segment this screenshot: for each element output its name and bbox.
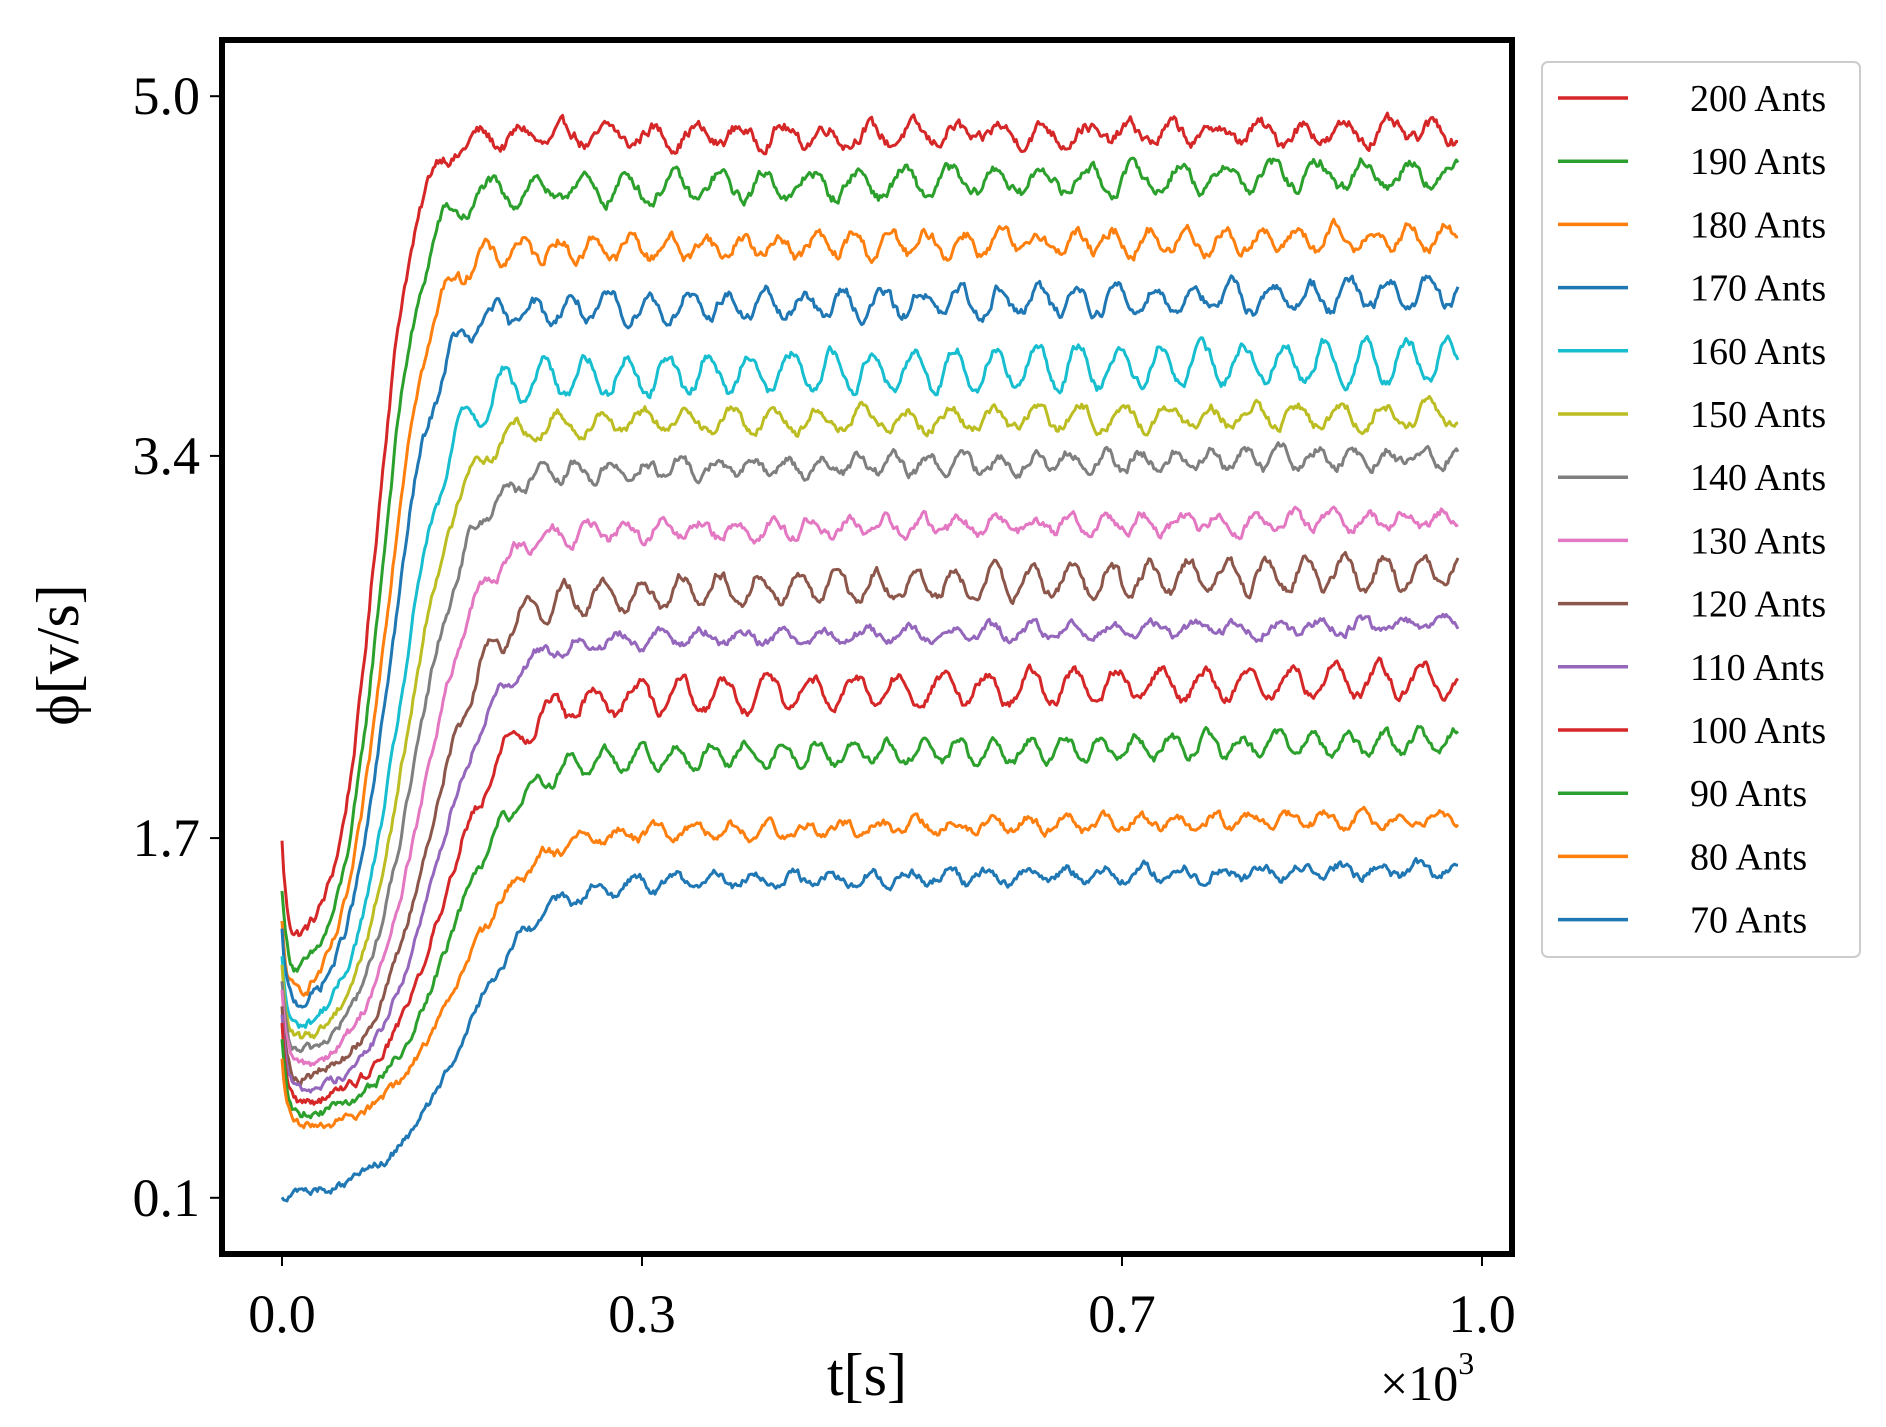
series-line-190-ants	[280, 156, 1460, 973]
series-line-140-ants	[280, 441, 1460, 1054]
x-tick-label: 0.3	[608, 1284, 676, 1344]
legend-label: 150 Ants	[1690, 394, 1826, 436]
legend-label: 100 Ants	[1690, 710, 1826, 752]
y-axis-label: ϕ[v/s]	[25, 584, 91, 726]
x-axis-multiplier: ×103	[1380, 1345, 1474, 1411]
legend-label: 130 Ants	[1690, 520, 1826, 562]
legend-label: 190 Ants	[1690, 141, 1826, 183]
legend-label: 170 Ants	[1690, 268, 1826, 310]
x-axis-label: t[s]	[827, 1342, 907, 1408]
legend-label: 90 Ants	[1690, 773, 1807, 815]
series-line-200-ants	[280, 111, 1459, 938]
tick-layer: 0.0 0.3 0.7 1.0 0.1 1.7 3.4 5.0	[133, 66, 1516, 1344]
legend-label: 70 Ants	[1690, 900, 1807, 942]
legend-label: 180 Ants	[1690, 204, 1826, 246]
y-tick-label: 1.7	[133, 808, 201, 868]
series-line-180-ants	[280, 217, 1459, 997]
y-tick-label: 0.1	[133, 1168, 201, 1228]
legend-frame	[1541, 61, 1861, 958]
legend-label: 110 Ants	[1690, 647, 1825, 689]
legend-items: 200 Ants 190 Ants 180 Ants 170 Ants 160 Ants…	[1558, 78, 1826, 942]
legend-label: 120 Ants	[1690, 584, 1826, 626]
legend: 200 Ants 190 Ants 180 Ants 170 Ants 160 Ants…	[1541, 61, 1861, 958]
y-tick-label: 5.0	[133, 66, 201, 126]
series-line-80-ants	[280, 805, 1460, 1130]
legend-label: 80 Ants	[1690, 836, 1807, 878]
plot-frame	[219, 37, 1515, 1257]
series-line-170-ants	[280, 274, 1460, 1009]
series-line-130-ants	[280, 505, 1459, 1067]
legend-label: 140 Ants	[1690, 457, 1826, 499]
x-axis-multiplier-base: ×10	[1380, 1355, 1458, 1411]
series-line-70-ants	[280, 856, 1458, 1203]
legend-label: 160 Ants	[1690, 331, 1826, 373]
x-tick-label: 1.0	[1448, 1284, 1516, 1344]
series-line-110-ants	[280, 612, 1460, 1094]
y-tick-label: 3.4	[133, 426, 201, 486]
series-line-160-ants	[280, 334, 1460, 1029]
series-layer	[280, 111, 1460, 1203]
x-tick-label: 0.0	[248, 1284, 316, 1344]
legend-label: 200 Ants	[1690, 78, 1826, 120]
x-axis-multiplier-exponent: 3	[1458, 1345, 1474, 1381]
series-line-150-ants	[280, 394, 1459, 1040]
series-line-90-ants	[280, 724, 1460, 1120]
series-line-100-ants	[280, 656, 1459, 1106]
x-tick-label: 0.7	[1088, 1284, 1156, 1344]
series-line-120-ants	[280, 551, 1460, 1087]
